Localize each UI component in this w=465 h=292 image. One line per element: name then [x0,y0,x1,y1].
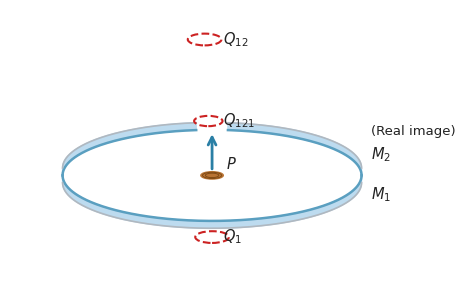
Polygon shape [63,175,362,228]
Text: $P$: $P$ [226,157,236,173]
Ellipse shape [201,172,223,179]
Text: $Q_{121}$: $Q_{121}$ [223,112,254,130]
Text: $Q_{12}$: $Q_{12}$ [223,30,249,49]
Polygon shape [63,123,196,175]
Polygon shape [228,123,362,175]
Text: $M_2$: $M_2$ [371,145,391,164]
Text: (Real image): (Real image) [371,125,455,138]
Text: $Q_1$: $Q_1$ [223,228,242,246]
Text: $M_1$: $M_1$ [371,185,391,204]
